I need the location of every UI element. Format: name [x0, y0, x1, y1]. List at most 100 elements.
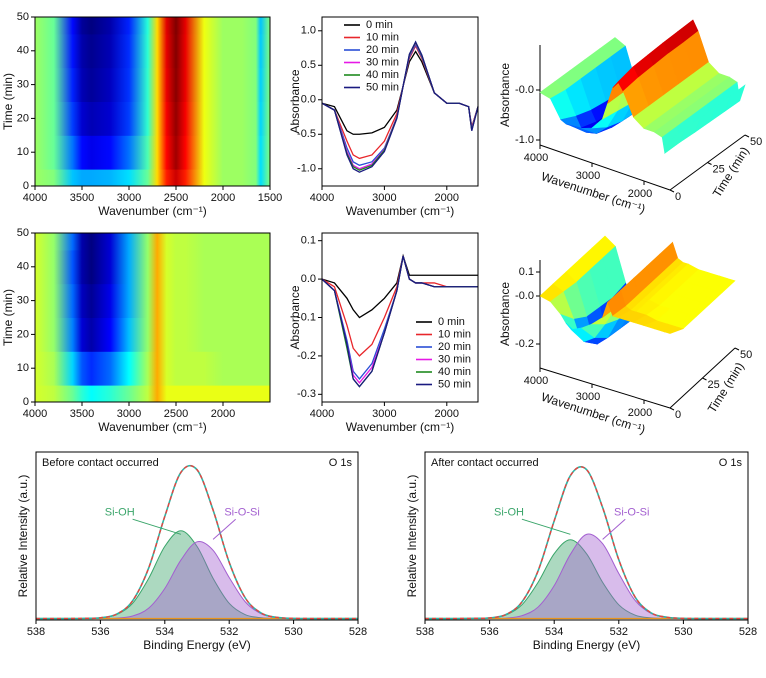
x-tick-label: 3000: [576, 391, 600, 403]
heatmap-row: [35, 135, 270, 170]
component-label: Si-OH: [494, 506, 524, 518]
plot-frame: [321, 232, 479, 403]
y-tick: [669, 189, 675, 193]
x-tick-label: 538: [416, 626, 434, 638]
leader-line: [602, 518, 626, 540]
y-axis-label: Relative Intensity (a.u.): [405, 475, 419, 598]
z-tick-label: -0.2: [515, 338, 534, 350]
y-tick-label: 30: [17, 79, 29, 91]
y-tick-label: -1.0: [297, 163, 316, 175]
x-tick-label: 2000: [628, 407, 652, 419]
x-tick-label: 528: [739, 626, 757, 638]
legend-label: 40 min: [438, 366, 471, 378]
x-tick-label: 3000: [372, 192, 396, 204]
x-tick-label: 534: [156, 626, 174, 638]
envelope-dash: [424, 466, 748, 620]
y-tick: [669, 407, 675, 411]
y-axis-label: Absorbance: [288, 285, 302, 349]
y-tick-label: 20: [17, 328, 29, 340]
y-tick-label: 0: [23, 396, 29, 408]
legend-label: 20 min: [438, 341, 471, 353]
x-axis-label: Wavenumber (cm⁻¹): [346, 204, 455, 218]
heatmap-row: [35, 317, 270, 352]
y-axis-label: Relative Intensity (a.u.): [16, 475, 30, 598]
z-axis-label: Absorbance: [498, 282, 512, 346]
z-tick-label: -0.0: [515, 84, 534, 96]
x-tick-label: 3500: [70, 192, 94, 204]
x-axis-label: Binding Energy (eV): [143, 638, 250, 652]
y-tick-label: 30: [17, 295, 29, 307]
x-tick-label: 4000: [310, 192, 334, 204]
legend-label: 0 min: [438, 316, 465, 328]
x-axis-label: Wavenumber (cm⁻¹): [98, 204, 207, 218]
x-tick-label: 530: [284, 626, 302, 638]
x-tick-label: 4000: [310, 408, 334, 420]
x-tick-label: 3000: [117, 408, 141, 420]
x-tick-label: 534: [545, 626, 563, 638]
y-tick-label: 40: [17, 261, 29, 273]
x-tick-label: 2000: [435, 408, 459, 420]
plot-frame: [424, 451, 749, 621]
legend-label: 40 min: [366, 69, 399, 81]
x-tick-label: 2000: [435, 192, 459, 204]
y-tick-label: 50: [740, 349, 752, 361]
y-tick-label: 0.0: [301, 273, 316, 285]
heatmap-row: [35, 233, 270, 251]
y-tick-label: 25: [713, 163, 725, 175]
component-label: Si-OH: [105, 506, 135, 518]
y-axis-label: Time (min): [1, 73, 15, 130]
y-tick-label: 0.5: [301, 59, 316, 71]
legend-label: 0 min: [366, 19, 393, 31]
z-tick-label: -0.0: [515, 290, 534, 302]
x-tick-label: 4000: [23, 408, 47, 420]
spectrum-line: [321, 255, 478, 388]
x-tick-label: 536: [91, 626, 109, 638]
component-label: Si-O-Si: [614, 506, 649, 518]
y-tick-label: -0.1: [297, 311, 316, 323]
panel-title: Before contact occurred: [42, 457, 159, 469]
legend-label: 10 min: [366, 31, 399, 43]
y-tick-label: 10: [17, 146, 29, 158]
z-tick-label: -1.0: [515, 134, 534, 146]
panel-annotation: O 1s: [329, 457, 353, 469]
heatmap-row: [35, 283, 270, 318]
y-tick-label: 20: [17, 112, 29, 124]
x-tick-label: 2000: [211, 408, 235, 420]
y-tick-label: -0.2: [297, 350, 316, 362]
y-tick-label: -0.5: [297, 128, 316, 140]
spectrum-line: [321, 50, 479, 135]
surface-patch: [663, 326, 684, 334]
heatmap-row: [35, 249, 270, 285]
y-tick-label: 25: [708, 379, 720, 391]
y-axis-label: Absorbance: [288, 69, 302, 133]
y-tick-label: 0: [675, 409, 681, 421]
panel-annotation: O 1s: [719, 457, 743, 469]
component-peak: [424, 533, 748, 620]
leader-line: [132, 518, 182, 535]
heatmap-row: [35, 351, 270, 386]
y-tick-label: -0.3: [297, 388, 316, 400]
heatmap-row: [35, 101, 270, 136]
x-tick-label: 2000: [211, 192, 235, 204]
y-tick-label: 50: [17, 227, 29, 239]
y-tick-label: 0: [675, 191, 681, 203]
x-tick-label: 4000: [524, 152, 548, 164]
x-tick-label: 536: [480, 626, 498, 638]
x-tick-label: 532: [610, 626, 628, 638]
y-tick-label: 0.0: [301, 94, 316, 106]
x-tick-label: 3500: [70, 408, 94, 420]
y-tick: [744, 134, 750, 138]
plot-frame: [321, 16, 479, 187]
heatmap-row: [35, 169, 270, 187]
heatmap-row: [35, 385, 270, 403]
legend-label: 30 min: [438, 353, 471, 365]
envelope-dash: [35, 465, 358, 620]
heatmap-row: [35, 33, 270, 69]
x-axis-label: Binding Energy (eV): [533, 638, 640, 652]
legend-label: 50 min: [366, 81, 399, 93]
leader-line: [521, 518, 571, 535]
z-axis-label: Absorbance: [498, 63, 512, 127]
y-tick: [702, 377, 707, 381]
y-tick-label: 50: [750, 136, 762, 148]
